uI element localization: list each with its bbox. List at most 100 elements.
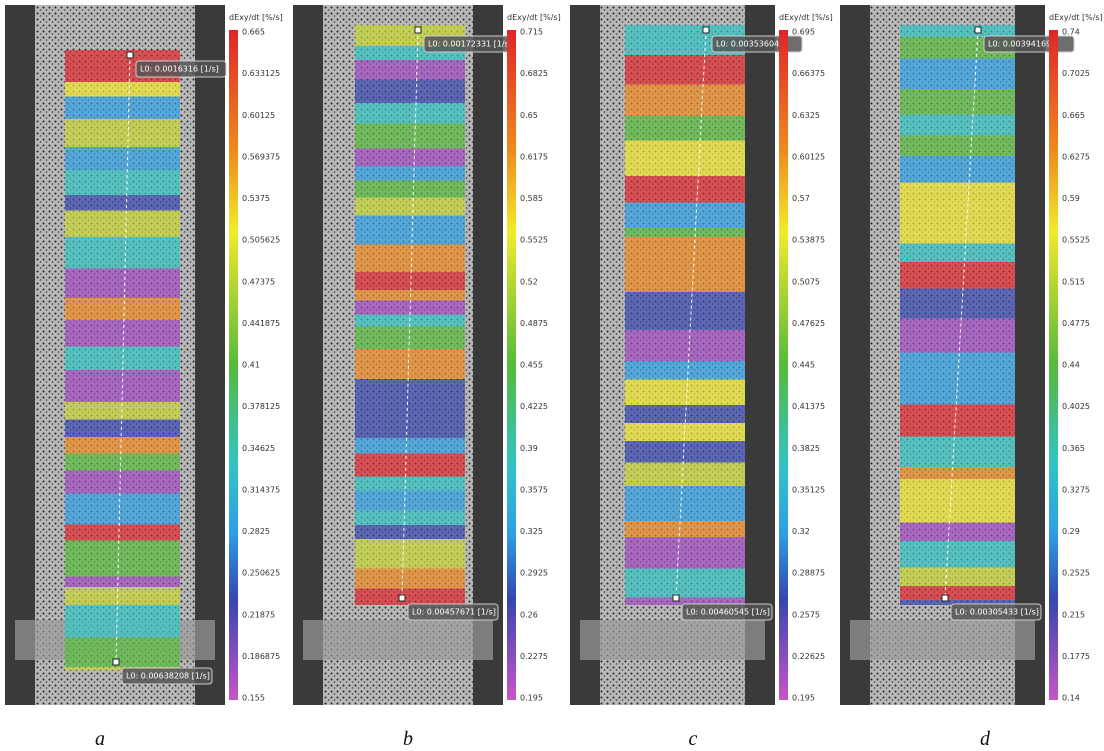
annotation: L0: 0.0016316 [1/s] — [140, 65, 219, 74]
colorbar-tick-label: 0.314375 — [242, 485, 280, 494]
colorbar-tick-label: 0.65 — [520, 111, 538, 120]
colorbar-tick-label: 0.665 — [242, 28, 265, 37]
gauge-point — [113, 659, 119, 665]
colorbar-tick-label: 0.4225 — [520, 402, 548, 411]
colorbar-tick-label: 0.47625 — [792, 319, 825, 328]
gauge-point — [399, 595, 405, 601]
annotation: L0: 0.00172331 [1/s] — [428, 40, 512, 49]
gauge-point — [942, 595, 948, 601]
colorbar-tick-label: 0.585 — [520, 194, 543, 203]
gauge-point — [415, 27, 421, 33]
colorbar-tick-label: 0.32 — [792, 527, 810, 536]
colorbar-tick-label: 0.7025 — [1062, 69, 1090, 78]
colorbar-tick-label: 0.515 — [1062, 277, 1085, 286]
colorbar-tick-label: 0.57 — [792, 194, 810, 203]
gauge-point — [127, 52, 133, 58]
colorbar-tick-label: 0.53875 — [792, 236, 825, 245]
colorbar-tick-label: 0.3575 — [520, 485, 548, 494]
colorbar-tick-label: 0.365 — [1062, 444, 1085, 453]
colorbar-title: dExy/dt [%/s] — [1049, 13, 1103, 22]
panel-label: a — [95, 728, 105, 750]
figure: L0: 0.0016316 [1/s] L0: 0.00638208 [1/s] d… — [0, 0, 1104, 751]
colorbar-tick-label: 0.5375 — [242, 194, 270, 203]
colorbar — [507, 30, 516, 700]
colorbar-tick-label: 0.215 — [1062, 610, 1085, 619]
colorbar-tick-label: 0.44 — [1062, 361, 1080, 370]
annotation: L0: 0.00457671 [1/s] — [412, 608, 496, 617]
colorbar-tick-label: 0.250625 — [242, 569, 280, 578]
colorbar-tick-label: 0.665 — [1062, 111, 1085, 120]
colorbar-tick-label: 0.6175 — [520, 152, 548, 161]
colorbar-tick-label: 0.445 — [792, 361, 815, 370]
colorbar-tick-label: 0.2275 — [520, 652, 548, 661]
colorbar — [1049, 30, 1058, 700]
colorbar-tick-label: 0.2525 — [1062, 569, 1090, 578]
colorbar-tick-label: 0.41 — [242, 361, 260, 370]
colorbar-tick-label: 0.4875 — [520, 319, 548, 328]
colorbar-tick-label: 0.633125 — [242, 69, 280, 78]
colorbar-tick-label: 0.22625 — [792, 652, 825, 661]
colorbar-tick-label: 0.6325 — [792, 111, 820, 120]
colorbar-tick-label: 0.66375 — [792, 69, 825, 78]
strain-texture — [65, 50, 180, 670]
colorbar-tick-label: 0.441875 — [242, 319, 280, 328]
colorbar-tick-label: 0.455 — [520, 361, 543, 370]
colorbar-tick-label: 0.6825 — [520, 69, 548, 78]
colorbar-tick-label: 0.2575 — [792, 610, 820, 619]
colorbar-tick-label: 0.47375 — [242, 277, 275, 286]
colorbar-tick-label: 0.325 — [520, 527, 543, 536]
annotation: L0: 0.00305433 [1/s] — [955, 608, 1039, 617]
annotation: L0: 0.00638208 [1/s] — [126, 672, 210, 681]
gauge-point — [975, 27, 981, 33]
colorbar-tick-label: 0.41375 — [792, 402, 825, 411]
colorbar-tick-label: 0.3825 — [792, 444, 820, 453]
colorbar-tick-label: 0.2825 — [242, 527, 270, 536]
colorbar-tick-label: 0.74 — [1062, 28, 1080, 37]
colorbar-tick-label: 0.34625 — [242, 444, 275, 453]
colorbar-tick-label: 0.52 — [520, 277, 538, 286]
colorbar-tick-label: 0.4775 — [1062, 319, 1090, 328]
colorbar-tick-label: 0.3275 — [1062, 485, 1090, 494]
strain-texture — [900, 25, 1015, 605]
annotation: L0: 0.00394169 — [988, 40, 1051, 49]
strain-texture — [625, 25, 745, 605]
colorbar-tick-label: 0.60125 — [792, 152, 825, 161]
colorbar-tick-label: 0.378125 — [242, 402, 280, 411]
colorbar-tick-label: 0.155 — [242, 694, 265, 703]
colorbar-tick-label: 0.35125 — [792, 485, 825, 494]
colorbar-tick-label: 0.6275 — [1062, 152, 1090, 161]
colorbar-tick-label: 0.60125 — [242, 111, 275, 120]
annotation: L0: 0.00460545 [1/s] — [686, 608, 770, 617]
colorbar-tick-label: 0.569375 — [242, 152, 280, 161]
colorbar-tick-label: 0.21875 — [242, 610, 275, 619]
colorbar-tick-label: 0.28875 — [792, 569, 825, 578]
grip — [303, 620, 493, 660]
panel-label: b — [403, 728, 413, 750]
colorbar-tick-label: 0.195 — [792, 694, 815, 703]
colorbar-tick-label: 0.29 — [1062, 527, 1080, 536]
colorbar-tick-label: 0.505625 — [242, 236, 280, 245]
colorbar-tick-label: 0.59 — [1062, 194, 1080, 203]
colorbar-title: dExy/dt [%/s] — [229, 13, 283, 22]
colorbar-tick-label: 0.5525 — [520, 236, 548, 245]
colorbar-tick-label: 0.39 — [520, 444, 538, 453]
colorbar-tick-label: 0.1775 — [1062, 652, 1090, 661]
panel-label: c — [689, 728, 698, 750]
colorbar-tick-label: 0.4025 — [1062, 402, 1090, 411]
colorbar-tick-label: 0.186875 — [242, 652, 280, 661]
strain-texture — [355, 25, 465, 605]
colorbar-tick-label: 0.695 — [792, 28, 815, 37]
colorbar-tick-label: 0.5075 — [792, 277, 820, 286]
colorbar-tick-label: 0.2925 — [520, 569, 548, 578]
gauge-point — [673, 595, 679, 601]
grip — [580, 620, 765, 660]
annotation: L0: 0.00353604 — [716, 40, 779, 49]
colorbar-title: dExy/dt [%/s] — [779, 13, 833, 22]
colorbar-tick-label: 0.26 — [520, 610, 538, 619]
colorbar-tick-label: 0.14 — [1062, 694, 1080, 703]
colorbar-tick-label: 0.5525 — [1062, 236, 1090, 245]
colorbar-tick-label: 0.195 — [520, 694, 543, 703]
colorbar-title: dExy/dt [%/s] — [507, 13, 561, 22]
panel-label: d — [980, 728, 991, 750]
colorbar-tick-label: 0.715 — [520, 28, 543, 37]
